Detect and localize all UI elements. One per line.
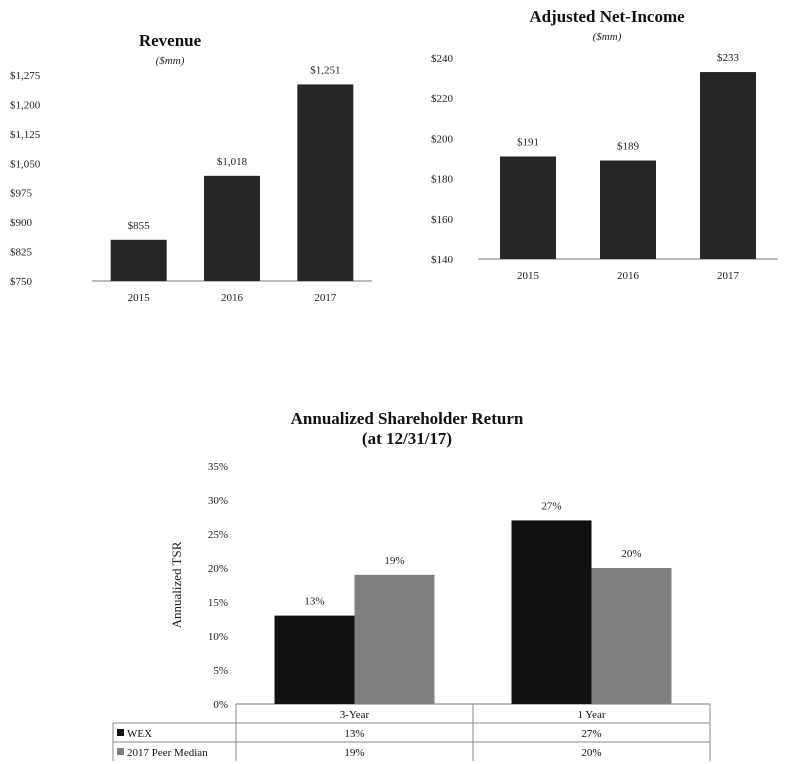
x-tick-label: 2017 (314, 292, 337, 304)
y-tick-label: $140 (431, 254, 454, 266)
y-tick-label: 25% (208, 529, 228, 541)
y-tick-label: $200 (431, 133, 454, 145)
legend-swatch (117, 729, 124, 736)
y-tick-label: $900 (10, 217, 33, 229)
y-tick-label: 30% (208, 495, 228, 507)
table-header-cell: 3-Year (340, 709, 370, 721)
y-tick-label: $1,050 (10, 158, 41, 170)
x-tick-label: 2016 (617, 270, 640, 282)
y-tick-label: $160 (431, 214, 454, 226)
chart-title: Adjusted Net-Income (529, 7, 685, 26)
y-tick-label: 0% (213, 699, 228, 711)
bar (500, 156, 556, 259)
y-tick-label: 10% (208, 631, 228, 643)
table-cell: 19% (344, 747, 364, 759)
y-tick-label: $240 (431, 53, 454, 65)
y-tick-label: $1,125 (10, 129, 41, 141)
legend-label: WEX (127, 728, 152, 740)
y-axis-label: Annualized TSR (169, 541, 184, 628)
x-tick-label: 2015 (128, 292, 151, 304)
y-tick-label: $180 (431, 174, 454, 186)
legend-label: 2017 Peer Median (127, 747, 208, 759)
y-tick-label: 35% (208, 461, 228, 473)
y-tick-label: 20% (208, 563, 228, 575)
data-label: $233 (717, 52, 740, 64)
data-label: $1,018 (217, 156, 248, 168)
bar-wex (274, 615, 355, 704)
y-tick-label: $750 (10, 276, 33, 288)
table-cell: 27% (581, 728, 601, 740)
data-label: 19% (384, 555, 404, 567)
data-label: $189 (617, 141, 640, 153)
bar (297, 84, 354, 281)
chart-0: Revenue ($mm) $750 $825 $900 $975 $1,050 $1,125… (10, 31, 372, 304)
y-tick-label: $220 (431, 93, 454, 105)
table-cell: 20% (581, 747, 601, 759)
y-tick-label: 5% (213, 665, 228, 677)
y-tick-label: $1,200 (10, 99, 41, 111)
chart-subtitle: ($mm) (593, 31, 622, 43)
data-label: $191 (517, 136, 539, 148)
y-tick-label: $1,275 (10, 70, 41, 82)
chart-subtitle: (at 12/31/17) (362, 429, 452, 448)
chart-1: Adjusted Net-Income ($mm) $140 $160 $180 $200… (431, 7, 778, 282)
chart-subtitle: ($mm) (156, 55, 185, 67)
bar-peer (354, 574, 435, 704)
x-tick-label: 2015 (517, 270, 540, 282)
table-cell: 13% (344, 728, 364, 740)
y-tick-label: $825 (10, 247, 33, 259)
y-tick-label: 15% (208, 597, 228, 609)
chart-2: Annualized Shareholder Return(at 12/31/1… (112, 409, 711, 761)
chart-title: Annualized Shareholder Return (291, 409, 524, 428)
data-label: $1,251 (310, 64, 340, 76)
bar-peer (591, 568, 672, 704)
table-header-cell: 1 Year (577, 709, 605, 721)
data-label: 20% (621, 548, 641, 560)
data-label: $855 (128, 220, 151, 232)
data-label: 27% (541, 500, 561, 512)
x-tick-label: 2017 (717, 270, 740, 282)
bar (600, 160, 656, 259)
legend-swatch (117, 748, 124, 755)
bar (110, 239, 167, 281)
bar (700, 72, 756, 259)
x-tick-label: 2016 (221, 292, 244, 304)
bar-wex (511, 520, 592, 704)
y-tick-label: $975 (10, 188, 33, 200)
data-label: 13% (304, 596, 324, 608)
bar (204, 175, 260, 281)
chart-title: Revenue (139, 31, 202, 50)
